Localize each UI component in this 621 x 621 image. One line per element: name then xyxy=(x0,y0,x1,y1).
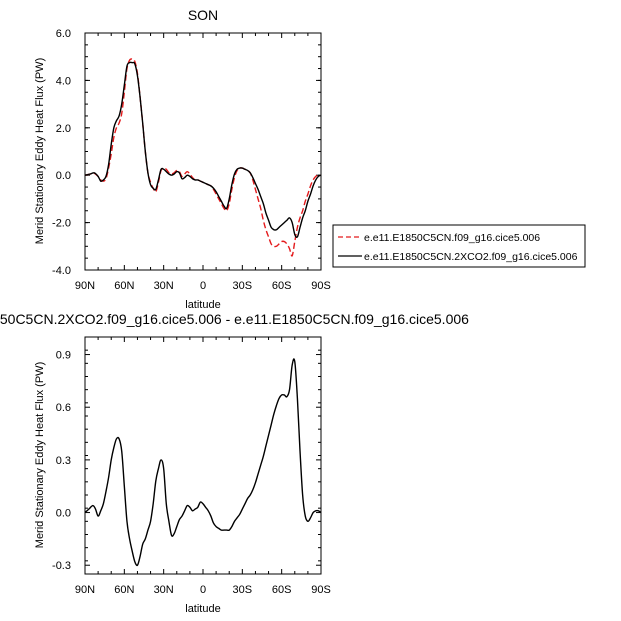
x-tick-label: 60N xyxy=(114,584,134,596)
y-tick-label: 6.0 xyxy=(56,28,71,40)
legend-label-control: e.e11.E1850C5CN.f09_g16.cice5.006 xyxy=(364,232,540,244)
x-tick-label: 0 xyxy=(200,280,206,292)
y-tick-labels: -4.0 -2.0 0.0 2.0 4.0 6.0 xyxy=(52,28,71,277)
x-tick-label: 90S xyxy=(311,584,331,596)
y-tick-label: 4.0 xyxy=(56,75,71,87)
gridlines xyxy=(84,32,322,271)
plot-lines xyxy=(84,358,322,567)
legend-box xyxy=(332,224,586,268)
x-axis-label: latitude xyxy=(185,299,220,311)
x-tick-label: 0 xyxy=(200,584,206,596)
x-tick-label: 30N xyxy=(154,280,174,292)
y-tick-label: 0.0 xyxy=(56,508,71,520)
y-axis-label: Merid Stationary Eddy Heat Flux (PW) xyxy=(34,362,46,548)
y-tick-label: 2.0 xyxy=(56,123,71,135)
y-tick-label: 0.0 xyxy=(56,170,71,182)
x-tick-labels: 90N 60N 30N 0 30S 60S 90S xyxy=(75,280,331,292)
x-tick-label: 90S xyxy=(311,280,331,292)
y-tick-labels: -0.3 0.0 0.3 0.6 0.9 xyxy=(52,350,71,573)
x-tick-label: 90N xyxy=(75,280,95,292)
plot-lines xyxy=(84,58,322,257)
x-tick-label: 30N xyxy=(154,584,174,596)
legend-label-2xco2: e.e11.E1850C5CN.2XCO2.f09_g16.cice5.006 xyxy=(364,251,578,263)
y-tick-label: -2.0 xyxy=(52,218,71,230)
legend: e.e11.E1850C5CN.f09_g16.cice5.006 e.e11.… xyxy=(332,224,586,268)
panel-son: SON 90N 60N 30N 0 30S 60S 90S -4.0 -2.0 … xyxy=(34,7,586,311)
chart-title: e.e11.E1850C5CN.2XCO2.f09_g16.cice5.006 … xyxy=(0,311,469,327)
plot-frame xyxy=(84,336,322,575)
x-tick-label: 30S xyxy=(233,584,253,596)
x-tick-label: 30S xyxy=(233,280,253,292)
x-tick-label: 60S xyxy=(272,584,292,596)
y-tick-label: 0.3 xyxy=(56,455,71,467)
series-line-0 xyxy=(84,358,322,567)
y-tick-label: -4.0 xyxy=(52,265,71,277)
y-tick-label: -0.3 xyxy=(52,560,71,572)
x-tick-label: 60S xyxy=(272,280,292,292)
panel-difference: e.e11.E1850C5CN.2XCO2.f09_g16.cice5.006 … xyxy=(0,311,469,615)
plot-frame xyxy=(84,32,322,271)
y-axis-label: Merid Stationary Eddy Heat Flux (PW) xyxy=(34,58,46,244)
x-tick-labels: 90N 60N 30N 0 30S 60S 90S xyxy=(75,584,331,596)
y-tick-label: 0.6 xyxy=(56,402,71,414)
gridlines xyxy=(84,336,322,575)
series-line-1 xyxy=(84,61,322,238)
x-tick-label: 60N xyxy=(114,280,134,292)
x-tick-label: 90N xyxy=(75,584,95,596)
x-axis-label: latitude xyxy=(185,603,220,615)
chart-title: SON xyxy=(188,7,218,23)
y-tick-label: 0.9 xyxy=(56,350,71,362)
series-line-0 xyxy=(84,58,322,257)
